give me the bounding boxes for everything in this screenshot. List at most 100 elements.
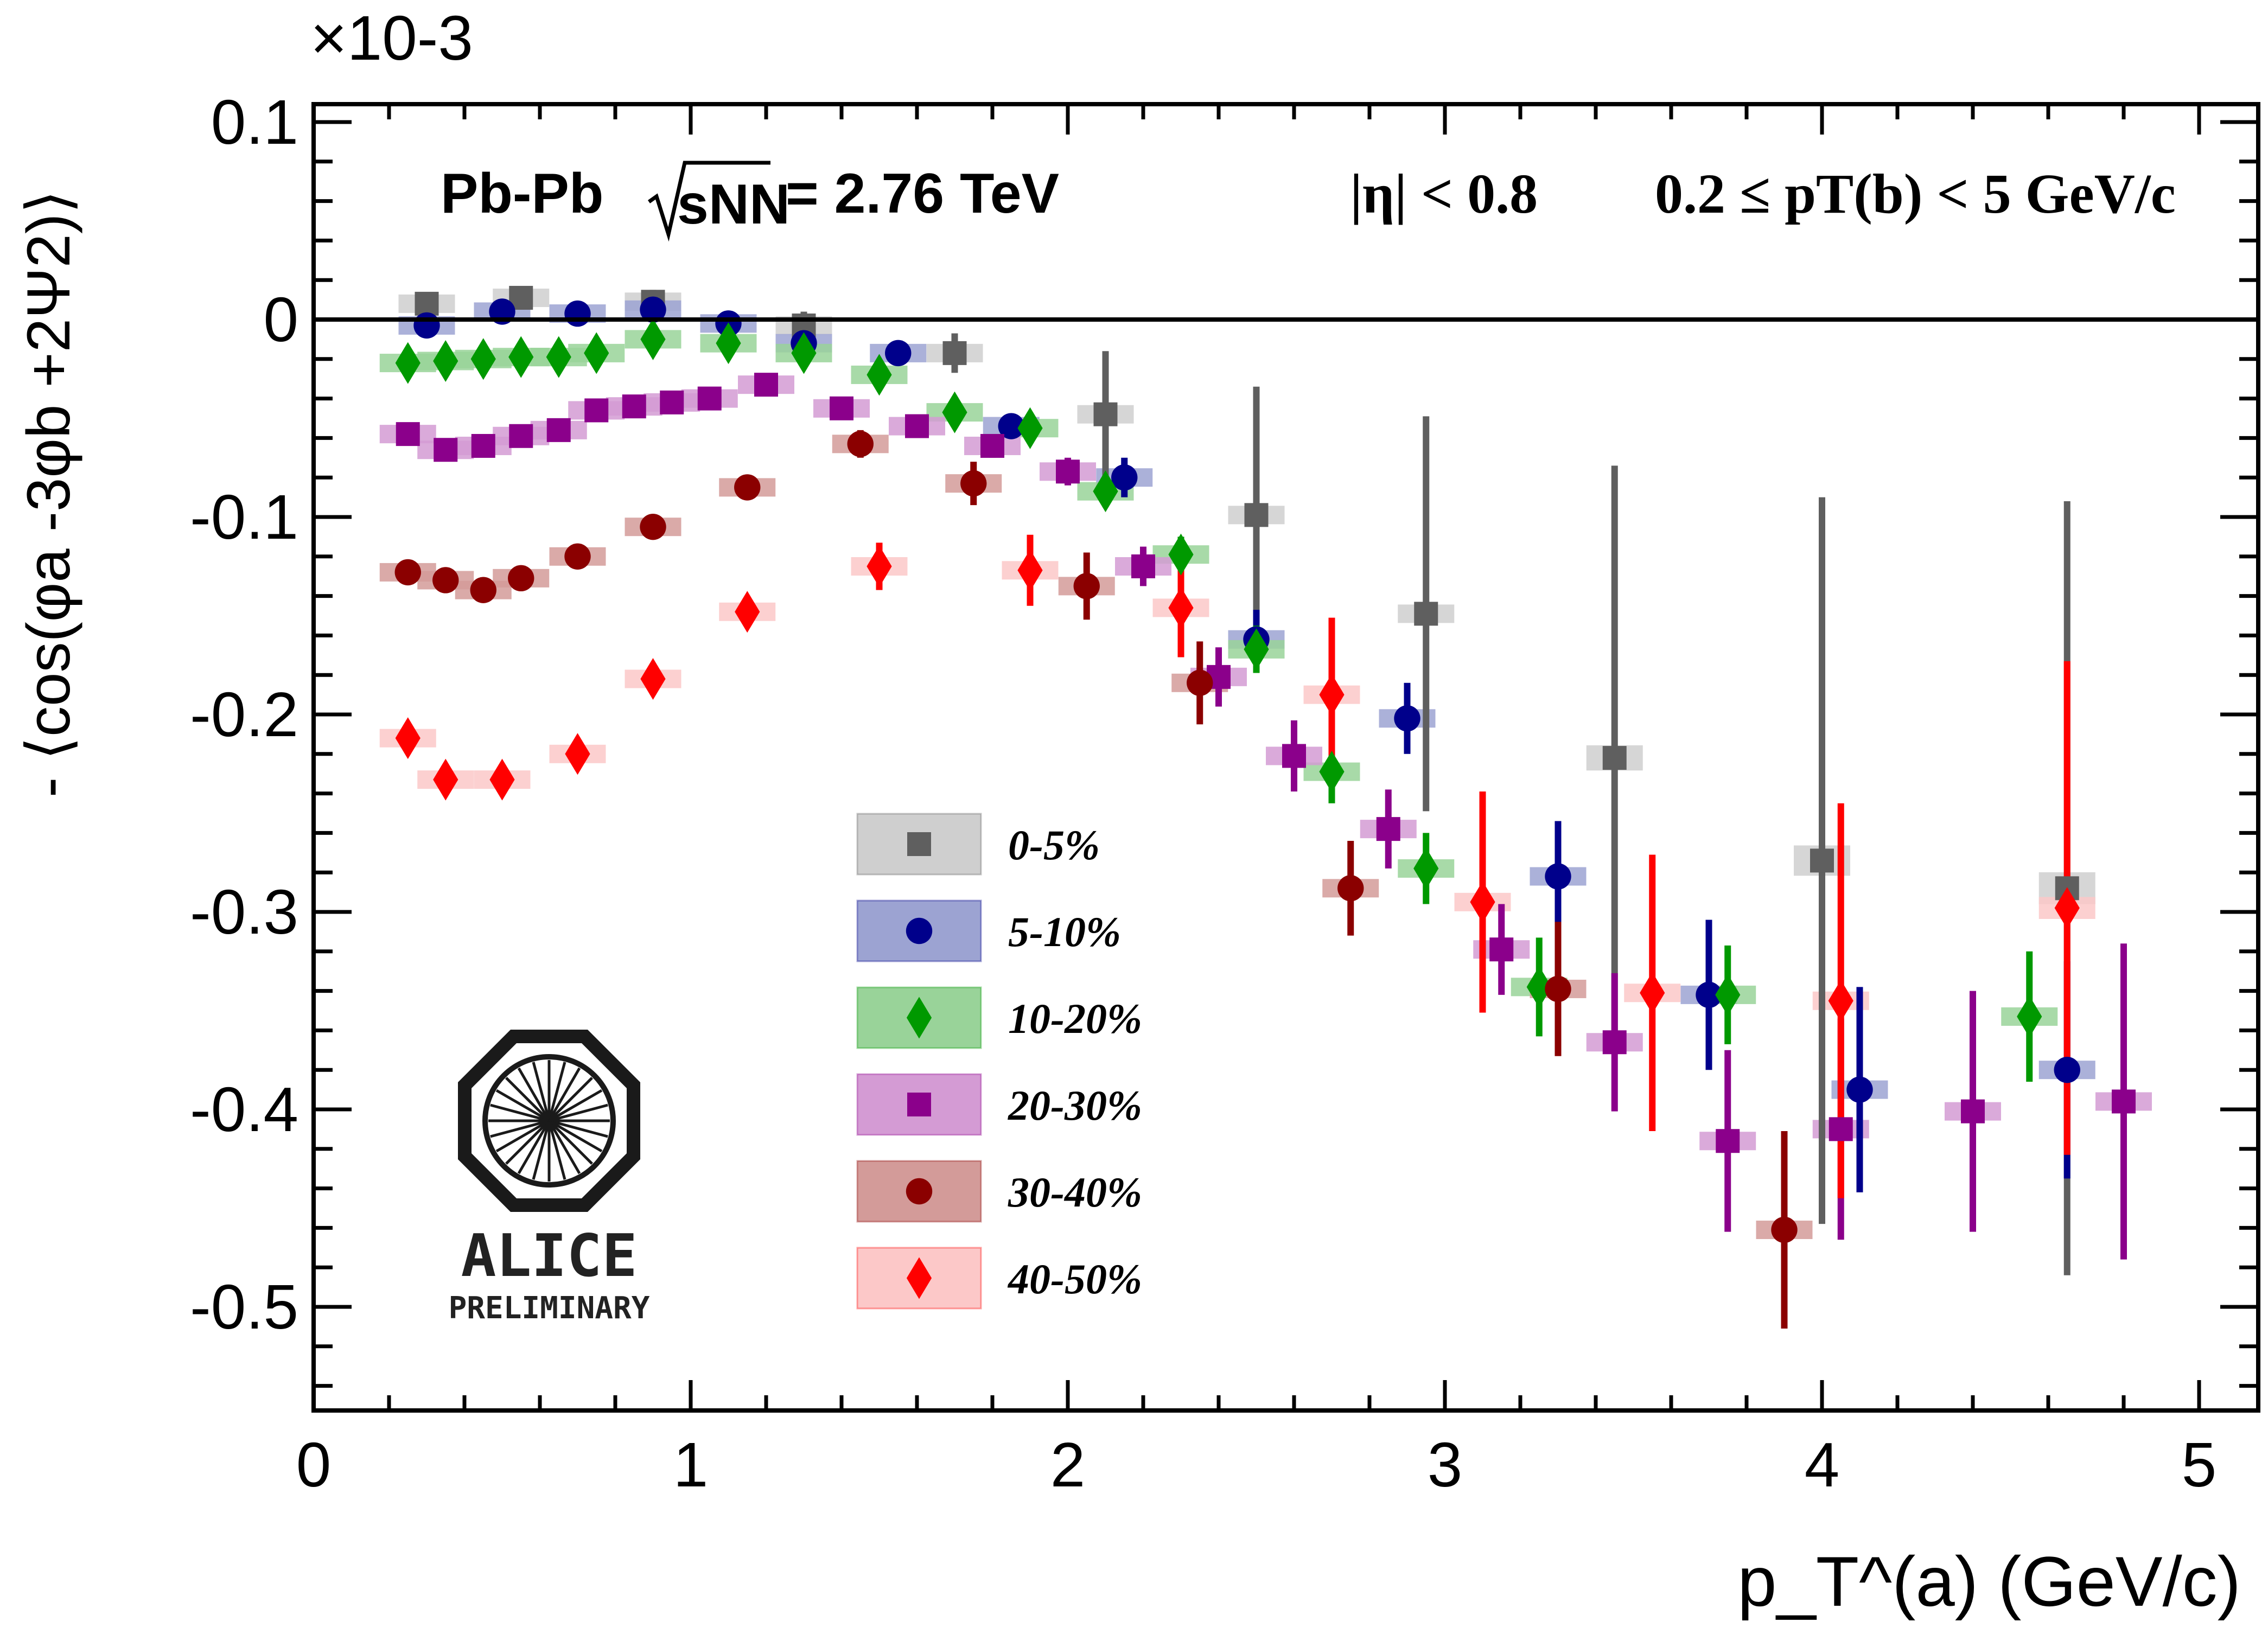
marker-10-20pct [1319,751,1345,793]
x-tick-label: 5 [2182,1429,2217,1500]
marker-30-40pct [640,514,666,540]
marker-10-20pct [942,391,967,433]
marker-5-10pct [564,300,591,327]
marker-20-30pct [1489,937,1514,962]
legend-marker-20-30pct [907,1093,931,1116]
marker-10-20pct [1715,974,1741,1016]
marker-20-30pct [546,418,571,442]
marker-10-20pct [1244,628,1269,671]
marker-10-20pct [508,336,534,378]
legend-label-0-5pct: 0-5% [1008,821,1100,869]
marker-10-20pct [584,332,609,374]
marker-30-40pct [1545,975,1571,1003]
marker-10-20pct [1168,533,1194,576]
logo-ray [548,1120,593,1165]
logo-ray [549,1119,608,1138]
marker-20-30pct [509,424,533,448]
marker-30-40pct [1771,1216,1798,1243]
marker-10-20pct [791,332,817,374]
marker-5-10pct [2054,1057,2080,1083]
marker-40-50pct [489,758,515,801]
legend-label-40-50pct: 40-50% [1007,1255,1142,1303]
marker-0-5pct [942,341,967,365]
marker-40-50pct [565,733,590,775]
energy-symbol: sNN [677,173,790,236]
marker-30-40pct [960,470,987,497]
marker-40-50pct [867,545,892,588]
y-tick-label: -0.2 [190,679,298,750]
marker-10-20pct [1017,407,1043,449]
sqrt-sign-icon [647,161,770,242]
marker-20-30pct [434,438,458,462]
logo-subtitle: PRELIMINARY [449,1291,650,1326]
marker-20-30pct [1716,1129,1740,1153]
alice-logo: ALICE PRELIMINARY [449,1030,650,1326]
marker-0-5pct [1244,503,1269,527]
logo-ray [549,1103,608,1122]
marker-10-20pct [470,338,496,380]
marker-20-30pct [830,396,853,420]
marker-20-30pct [1282,744,1306,768]
marker-10-20pct [1413,847,1439,890]
marker-30-40pct [734,474,761,501]
logo-ray [517,1120,551,1174]
marker-5-10pct [1394,705,1420,732]
marker-30-40pct [470,577,496,603]
energy-value: = 2.76 TeV [786,162,1059,225]
y-tick-label: -0.3 [190,877,298,947]
marker-40-50pct [433,758,458,801]
marker-20-30pct [980,433,1004,458]
x-tick-label: 2 [1050,1429,1086,1500]
legend-box-5-10pct [856,899,982,962]
y-axis-label: - ⟨cos(φa -3φb +2Ψ2)⟩ [15,190,82,797]
logo-ray [548,1077,593,1122]
marker-20-30pct [1829,1117,1853,1141]
marker-20-30pct [1131,554,1155,578]
legend-marker-10-20pct [906,997,932,1039]
logo-ray [548,1089,603,1122]
marker-0-5pct [1602,746,1627,770]
error-bars [404,286,2127,1329]
marker-30-40pct [1187,669,1213,696]
systematic-boxes [379,288,2152,1240]
marker-40-50pct [1017,549,1043,591]
marker-5-10pct [1846,1076,1873,1103]
marker-10-20pct [867,354,892,396]
marker-20-30pct [1056,459,1080,484]
marker-20-30pct [1602,1030,1627,1055]
y-multiplier: ×10-3 [310,3,473,73]
marker-20-30pct [660,390,684,414]
marker-10-20pct [1526,966,1552,1008]
plot-frame [311,102,2260,1413]
marker-20-30pct [754,373,778,397]
marker-5-10pct [998,413,1024,439]
marker-10-20pct [640,318,666,360]
legend: 0-5% 5-10% 10-20% 20-30% 30-40% 40-50% [856,813,1142,1310]
marker-40-50pct [395,717,421,759]
marker-40-50pct [1640,972,1665,1014]
marker-30-40pct [847,431,874,457]
logo-ray [547,1120,581,1174]
axes [311,102,2260,1413]
logo-ray [517,1067,551,1122]
marker-40-50pct [1470,881,1495,923]
eta-cut: |η| < 0.8 [1350,163,1538,225]
logo-name: ALICE [461,1222,637,1290]
x-tick-label: 1 [673,1429,709,1500]
marker-0-5pct [1093,402,1118,426]
legend-label-5-10pct: 5-10% [1008,908,1121,955]
tick-labels: 0 1 2 3 4 5 0.1 0 -0.1 -0.2 -0.3 -0.4 -0.5 [190,87,2216,1500]
legend-label-10-20pct: 10-20% [1008,995,1142,1042]
marker-30-40pct [432,567,459,593]
marker-20-30pct [1961,1099,1985,1123]
marker-0-5pct [415,291,439,316]
marker-5-10pct [640,296,666,323]
y-tick-label: -0.1 [190,482,298,552]
logo-ray [532,1120,551,1180]
marker-20-30pct [396,422,420,446]
marker-30-40pct [1337,875,1364,902]
data-markers [394,285,2136,1243]
marker-40-50pct [1168,586,1194,629]
legend-marker-0-5pct [907,832,931,856]
